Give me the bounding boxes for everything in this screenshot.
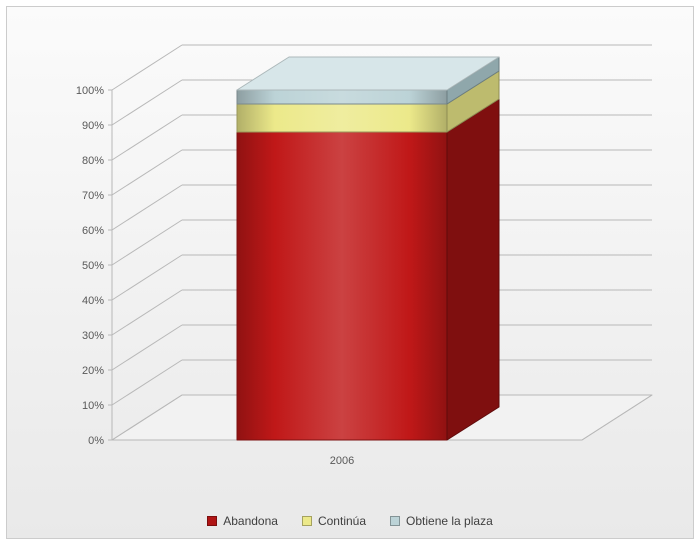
plot-area: 0% 10% 20% 30% 40% 50% 60% 70% 80% 90% 100% 2006 bbox=[47, 22, 667, 487]
y-tick-label: 70% bbox=[82, 190, 104, 202]
legend: Abandona Continúa Obtiene la plaza bbox=[7, 514, 693, 528]
y-tick-label: 40% bbox=[82, 295, 104, 307]
legend-item-abandona: Abandona bbox=[207, 514, 278, 528]
legend-label-continua: Continúa bbox=[318, 514, 366, 528]
y-tick-label: 80% bbox=[82, 155, 104, 167]
legend-item-continua: Continúa bbox=[302, 514, 366, 528]
y-tick-label: 30% bbox=[82, 330, 104, 342]
y-tick-label: 0% bbox=[88, 435, 104, 447]
legend-label-obtiene: Obtiene la plaza bbox=[406, 514, 493, 528]
chart-panel: 0% 10% 20% 30% 40% 50% 60% 70% 80% 90% 100% 2006 Ab… bbox=[6, 6, 694, 539]
legend-swatch-obtiene bbox=[390, 516, 400, 526]
y-tick-label: 10% bbox=[82, 400, 104, 412]
legend-swatch-abandona bbox=[207, 516, 217, 526]
chart-svg: 0% 10% 20% 30% 40% 50% 60% 70% 80% 90% 100% 2006 bbox=[47, 22, 667, 487]
y-tick-label: 20% bbox=[82, 365, 104, 377]
y-tick-label: 90% bbox=[82, 120, 104, 132]
legend-swatch-continua bbox=[302, 516, 312, 526]
x-category-label: 2006 bbox=[330, 455, 354, 467]
legend-label-abandona: Abandona bbox=[223, 514, 278, 528]
y-tick-label: 100% bbox=[76, 85, 104, 97]
legend-item-obtiene: Obtiene la plaza bbox=[390, 514, 493, 528]
y-tick-label: 60% bbox=[82, 225, 104, 237]
y-tick-label: 50% bbox=[82, 260, 104, 272]
